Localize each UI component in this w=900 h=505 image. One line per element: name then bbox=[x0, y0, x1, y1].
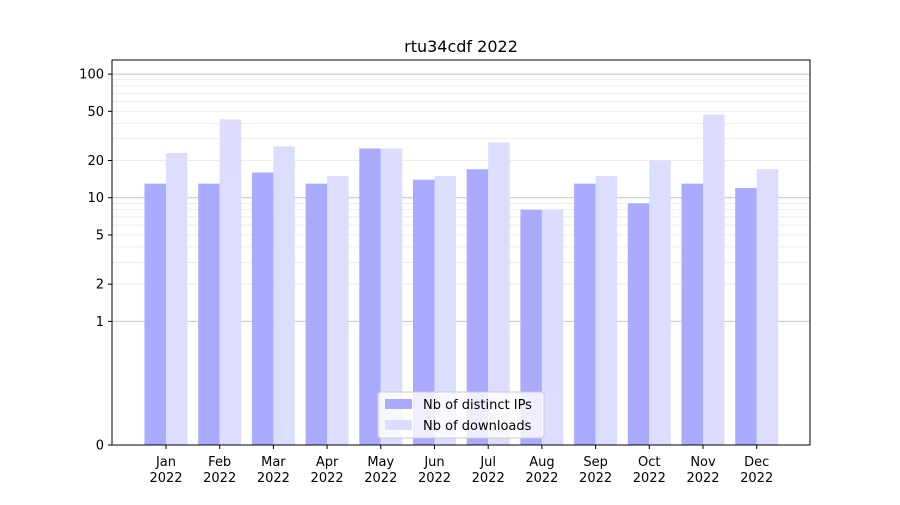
x-tick-label-month: Jul bbox=[479, 455, 496, 470]
legend-box bbox=[377, 391, 545, 439]
x-tick-label-year: 2022 bbox=[686, 471, 719, 486]
bar-distinct-ips bbox=[198, 183, 220, 445]
x-tick-label-year: 2022 bbox=[418, 471, 451, 486]
bar-downloads bbox=[756, 169, 779, 445]
bar-downloads bbox=[219, 119, 242, 445]
bar-downloads bbox=[327, 175, 349, 445]
bar-distinct-ips bbox=[359, 148, 381, 445]
x-tick-label-year: 2022 bbox=[740, 471, 773, 486]
legend-swatch-distinct-ips bbox=[385, 399, 412, 409]
bar-distinct-ips bbox=[305, 183, 328, 445]
bar-distinct-ips bbox=[251, 172, 274, 446]
legend: Nb of distinct IPs Nb of downloads bbox=[377, 391, 545, 439]
x-tick-label-month: Feb bbox=[208, 455, 231, 470]
x-tick-label-month: Dec bbox=[744, 455, 769, 470]
x-tick-label-month: Sep bbox=[583, 455, 608, 470]
bar-distinct-ips bbox=[466, 169, 489, 445]
bar-distinct-ips bbox=[413, 179, 435, 446]
x-tick-label-month: May bbox=[367, 455, 394, 470]
bar-downloads bbox=[166, 153, 188, 445]
bar-distinct-ips bbox=[627, 203, 650, 445]
x-tick-label-year: 2022 bbox=[364, 471, 397, 486]
x-tick-label-year: 2022 bbox=[203, 471, 236, 486]
x-tick-label-month: Oct bbox=[638, 455, 660, 470]
plot-frame bbox=[111, 59, 811, 446]
bar-distinct-ips bbox=[681, 183, 703, 445]
x-tick-label-year: 2022 bbox=[149, 471, 182, 486]
x-tick-label-month: Jan bbox=[155, 455, 176, 470]
x-tick-label-month: Apr bbox=[316, 455, 339, 470]
bar-downloads bbox=[703, 114, 725, 445]
y-tick-label: 100 bbox=[79, 68, 104, 83]
bar-downloads bbox=[488, 142, 510, 445]
x-tick-label-month: Mar bbox=[261, 455, 286, 470]
bar-downloads bbox=[434, 175, 456, 445]
x-tick-label-year: 2022 bbox=[633, 471, 666, 486]
legend-label-downloads: Nb of downloads bbox=[423, 419, 532, 434]
y-tick-label: 20 bbox=[87, 154, 104, 169]
legend-label-distinct-ips: Nb of distinct IPs bbox=[423, 398, 532, 413]
x-tick-label-month: Nov bbox=[690, 455, 716, 470]
x-tick-label-year: 2022 bbox=[525, 471, 558, 486]
x-tick-label-month: Jun bbox=[423, 455, 444, 470]
bar-distinct-ips bbox=[144, 183, 166, 445]
y-tick-label: 2 bbox=[96, 278, 104, 293]
x-tick-label-year: 2022 bbox=[579, 471, 612, 486]
y-axis: 0 1 2 5 10 20 50 100 bbox=[79, 68, 112, 454]
x-tick-label-year: 2022 bbox=[311, 471, 344, 486]
chart-title: rtu34cdf 2022 bbox=[404, 37, 518, 56]
x-tick-label-year: 2022 bbox=[472, 471, 505, 486]
x-tick-label-year: 2022 bbox=[257, 471, 290, 486]
y-tick-label: 0 bbox=[96, 439, 104, 454]
x-tick-label-month: Aug bbox=[529, 455, 554, 470]
bar-downloads bbox=[649, 160, 671, 445]
bars bbox=[144, 114, 779, 446]
legend-swatch-downloads bbox=[385, 420, 412, 430]
y-tick-label: 1 bbox=[96, 315, 104, 330]
bar-downloads bbox=[595, 175, 618, 445]
bar-downloads bbox=[541, 209, 564, 445]
x-axis: Jan2022Feb2022Mar2022Apr2022May2022Jun20… bbox=[149, 445, 773, 486]
bar-distinct-ips bbox=[735, 187, 757, 445]
bar-downloads bbox=[273, 146, 295, 445]
y-tick-label: 10 bbox=[87, 191, 104, 206]
y-tick-label: 5 bbox=[96, 228, 104, 243]
bar-distinct-ips bbox=[574, 183, 596, 445]
bar-downloads bbox=[380, 148, 403, 445]
y-tick-label: 50 bbox=[87, 105, 104, 120]
bar-distinct-ips bbox=[520, 209, 542, 445]
